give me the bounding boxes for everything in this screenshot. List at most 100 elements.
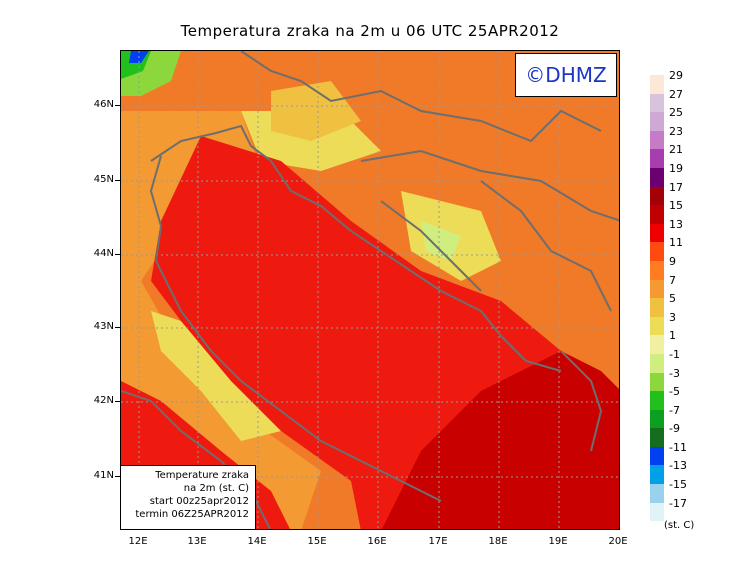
legend-label: -15 xyxy=(669,478,687,492)
x-tick-label: 20E xyxy=(608,536,628,547)
legend-swatch xyxy=(650,242,664,261)
legend-label: -1 xyxy=(669,347,680,361)
x-tick-label: 17E xyxy=(428,536,448,547)
legend-entry: -17 xyxy=(650,497,740,522)
legend-unit: (st. C) xyxy=(664,520,695,531)
legend-label: 3 xyxy=(669,310,676,324)
legend-swatch xyxy=(650,316,664,336)
legend-entry: 9 xyxy=(650,255,740,280)
southern-hot-zone xyxy=(382,351,619,529)
map-title: Temperatura zraka na 2m u 06 UTC 25APR20… xyxy=(180,22,560,40)
legend-entry: -9 xyxy=(650,422,740,447)
legend-label: 21 xyxy=(669,143,683,157)
legend-swatch xyxy=(650,335,664,354)
legend-swatch xyxy=(650,75,664,94)
legend-label: -13 xyxy=(669,459,687,473)
dinaric-cold-patch xyxy=(421,221,461,261)
legend-entry: 11 xyxy=(650,236,740,261)
y-tick-label: 46N xyxy=(93,99,114,110)
legend-entry: 15 xyxy=(650,199,740,224)
legend-label: -5 xyxy=(669,385,680,399)
legend-swatch xyxy=(650,465,664,485)
legend-label: 9 xyxy=(669,254,676,268)
y-tick xyxy=(115,327,120,328)
y-tick-label: 41N xyxy=(93,470,114,481)
legend-entry: 19 xyxy=(650,162,740,187)
legend-entry: 3 xyxy=(650,311,740,336)
legend-entry: -7 xyxy=(650,404,740,429)
legend-swatch xyxy=(650,130,664,150)
legend-swatch xyxy=(650,484,664,503)
y-tick xyxy=(115,401,120,402)
apennine-cool-zone xyxy=(151,311,281,441)
legend-entry: 23 xyxy=(650,125,740,150)
legend-entry: 13 xyxy=(650,218,740,243)
legend-swatch xyxy=(650,112,664,131)
legend-swatch xyxy=(650,279,664,299)
legend-label: 27 xyxy=(669,87,683,101)
legend-swatch xyxy=(650,149,664,168)
x-tick-label: 18E xyxy=(488,536,508,547)
forecast-info-box: Temperature zraka na 2m (st. C) start 00… xyxy=(121,465,256,529)
legend-label: -7 xyxy=(669,403,680,417)
y-tick xyxy=(115,180,120,181)
legend-entry: 5 xyxy=(650,292,740,317)
legend-swatch xyxy=(650,223,664,243)
legend-label: -3 xyxy=(669,366,680,380)
x-tick-label: 15E xyxy=(307,536,327,547)
legend-label: 29 xyxy=(669,69,683,82)
legend-swatch xyxy=(650,205,664,224)
legend-swatch xyxy=(650,428,664,447)
legend-swatch xyxy=(650,167,664,187)
legend-label: 25 xyxy=(669,106,683,120)
legend-label: 15 xyxy=(669,199,683,213)
legend-label: 17 xyxy=(669,180,683,194)
legend-label: 11 xyxy=(669,236,683,250)
legend-entry: 17 xyxy=(650,181,740,206)
y-tick xyxy=(115,476,120,477)
legend-entry: 21 xyxy=(650,143,740,168)
legend-swatch xyxy=(650,502,664,522)
legend-entry: -1 xyxy=(650,348,740,373)
x-tick-label: 19E xyxy=(548,536,568,547)
legend-label: -17 xyxy=(669,496,687,510)
legend-label: 23 xyxy=(669,124,683,138)
legend-label: 13 xyxy=(669,217,683,231)
legend-swatch xyxy=(650,372,664,392)
legend-label: 5 xyxy=(669,292,676,306)
map-canvas xyxy=(121,51,619,529)
x-tick-label: 13E xyxy=(187,536,207,547)
legend-swatch xyxy=(650,260,664,280)
y-tick-label: 43N xyxy=(93,321,114,332)
legend-entry: 27 xyxy=(650,88,740,113)
legend-entry: 1 xyxy=(650,329,740,354)
legend-swatch xyxy=(650,391,664,410)
legend-label: -9 xyxy=(669,422,680,436)
temperature-map: ©DHMZ Temperature zraka na 2m (st. C) st… xyxy=(120,50,620,530)
y-tick xyxy=(115,105,120,106)
legend-label: 1 xyxy=(669,329,676,343)
legend-entry: -11 xyxy=(650,441,740,466)
legend-swatch xyxy=(650,186,664,206)
x-tick-label: 14E xyxy=(247,536,267,547)
legend-swatch xyxy=(650,409,664,429)
slovenia-mild-zone xyxy=(271,81,361,141)
gridlines xyxy=(121,51,619,529)
legend-entry: 25 xyxy=(650,106,740,131)
y-tick-label: 45N xyxy=(93,174,114,185)
dhmz-logo: ©DHMZ xyxy=(515,53,617,97)
y-tick-label: 42N xyxy=(93,395,114,406)
info-start-time: start 00z25apr2012 xyxy=(149,496,249,507)
legend-label: -11 xyxy=(669,440,687,454)
legend-entry: -13 xyxy=(650,459,740,485)
color-legend: 29 27 25 23 21 19 17 15 13 11 9 7 5 3 1 -1 -3 -5 -7 -9 -11 -1… xyxy=(650,69,740,522)
y-tick-label: 44N xyxy=(93,248,114,259)
legend-entry: -15 xyxy=(650,478,740,503)
legend-label: 19 xyxy=(669,161,683,175)
legend-entry: -3 xyxy=(650,367,740,392)
info-valid-time: termin 06Z25APR2012 xyxy=(135,509,249,520)
legend-entry: 7 xyxy=(650,274,740,299)
legend-swatch xyxy=(650,93,664,113)
legend-entry: 29 xyxy=(650,69,740,94)
legend-swatch xyxy=(650,353,664,373)
